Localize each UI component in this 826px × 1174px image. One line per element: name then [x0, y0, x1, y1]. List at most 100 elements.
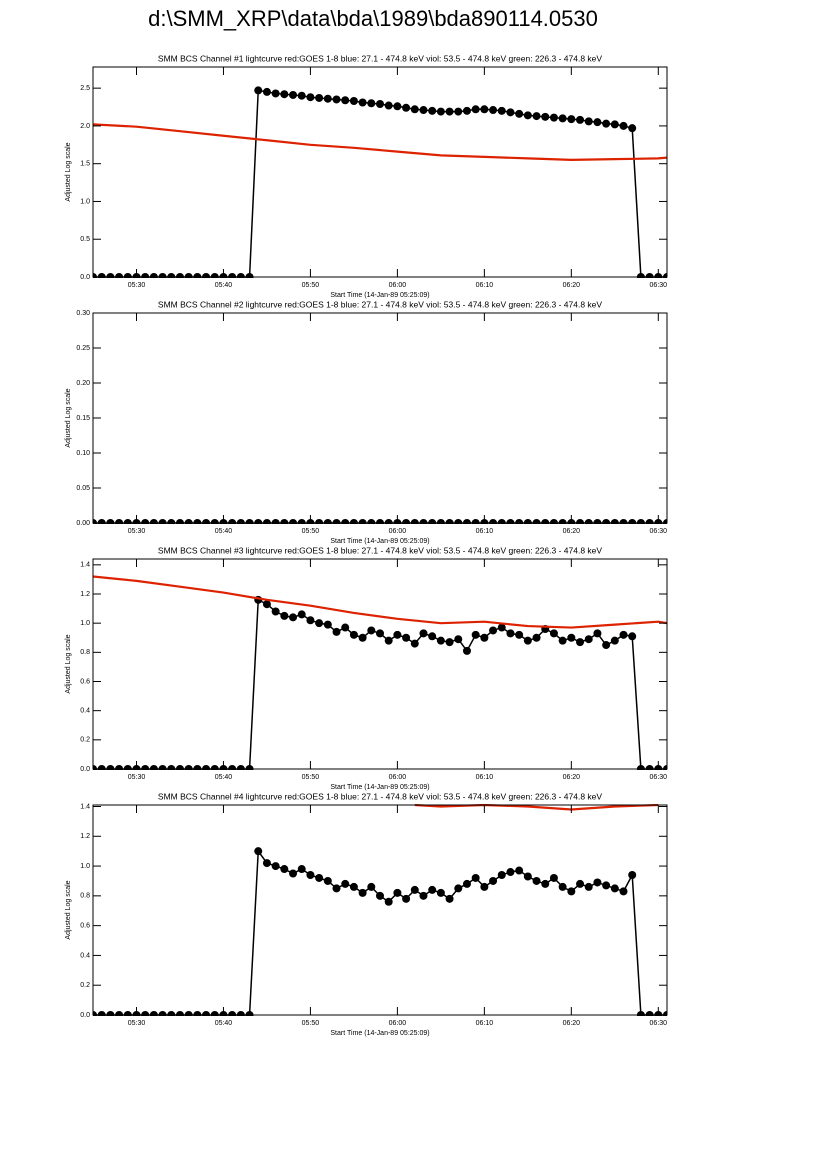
data-point — [480, 633, 489, 642]
y-tick-label: 1.4 — [80, 803, 90, 810]
data-point — [471, 873, 480, 882]
data-point — [306, 93, 315, 102]
data-point — [515, 109, 524, 118]
y-tick-label: 1.0 — [80, 863, 90, 870]
data-point — [384, 897, 393, 906]
data-point — [436, 888, 445, 897]
data-point — [462, 879, 471, 888]
x-tick-label: 05:50 — [302, 1020, 320, 1027]
data-point — [567, 633, 576, 642]
data-point — [593, 629, 602, 638]
x-tick-label: 05:50 — [302, 774, 320, 781]
y-tick-label: 1.5 — [80, 161, 90, 168]
data-point — [523, 872, 532, 881]
x-tick-label: 06:10 — [476, 774, 494, 781]
chart-title: SMM BCS Channel #1 lightcurve red:GOES 1… — [158, 53, 602, 63]
data-point — [367, 882, 376, 891]
series-line — [93, 123, 667, 162]
plot-frame — [92, 558, 668, 770]
data-point — [393, 888, 402, 897]
data-point — [289, 869, 298, 878]
y-axis-label: Adjusted Log scale — [65, 142, 72, 201]
data-point — [358, 888, 367, 897]
data-point — [419, 891, 428, 900]
data-point — [349, 96, 358, 105]
data-point — [358, 633, 367, 642]
data-point — [315, 873, 324, 882]
data-point — [628, 871, 637, 879]
data-point — [410, 105, 419, 114]
y-tick-label: 0.6 — [80, 922, 90, 929]
data-point — [341, 623, 350, 632]
y-tick-label: 1.4 — [80, 562, 90, 569]
data-point — [402, 633, 411, 642]
y-tick-label: 1.0 — [80, 620, 90, 627]
data-point — [376, 629, 384, 638]
x-tick-label: 05:30 — [128, 528, 146, 535]
data-point — [584, 635, 593, 644]
data-point — [280, 90, 289, 99]
x-axis-label: Start Time (14-Jan-89 05:25:09) — [330, 784, 429, 791]
data-point — [619, 887, 628, 896]
data-point — [428, 106, 437, 115]
data-point — [445, 894, 454, 903]
data-point — [558, 114, 567, 123]
data-point — [332, 95, 341, 104]
data-point — [445, 107, 454, 116]
data-point — [549, 113, 558, 122]
data-point — [454, 635, 463, 644]
data-point — [393, 102, 402, 111]
data-point — [410, 639, 419, 648]
data-point — [584, 882, 593, 891]
y-tick-label: 1.2 — [80, 591, 90, 598]
data-point — [436, 636, 445, 645]
y-tick-label: 0.4 — [80, 952, 90, 959]
data-point — [610, 884, 619, 893]
data-point — [323, 876, 332, 885]
data-point — [576, 879, 585, 888]
data-point — [619, 121, 628, 130]
data-point — [523, 111, 532, 120]
data-point — [523, 636, 532, 645]
data-point — [306, 616, 315, 625]
x-tick-label: 05:30 — [128, 1020, 146, 1027]
x-tick-label: 06:00 — [389, 1020, 407, 1027]
data-point — [532, 876, 541, 885]
y-axis-label: Adjusted Log scale — [65, 880, 72, 939]
x-tick-label: 05:40 — [215, 774, 233, 781]
y-tick-label: 0.10 — [76, 450, 90, 457]
data-point — [628, 632, 637, 641]
data-point — [436, 107, 445, 116]
y-tick-label: 0.20 — [76, 380, 90, 387]
y-tick-label: 0.30 — [76, 310, 90, 317]
x-tick-label: 06:30 — [650, 1020, 668, 1027]
x-tick-label: 06:20 — [563, 282, 581, 289]
data-point — [541, 879, 550, 888]
data-point — [593, 118, 602, 127]
data-point — [471, 105, 480, 114]
data-point — [480, 105, 489, 114]
data-point — [271, 89, 280, 98]
chart-title: SMM BCS Channel #4 lightcurve red:GOES 1… — [158, 791, 602, 801]
x-tick-label: 06:10 — [476, 282, 494, 289]
chart-title: SMM BCS Channel #2 lightcurve red:GOES 1… — [158, 299, 602, 309]
y-axis-label: Adjusted Log scale — [65, 634, 72, 693]
data-point — [506, 629, 515, 638]
series-line — [93, 575, 667, 629]
data-point — [497, 871, 506, 879]
data-point — [306, 871, 315, 879]
data-point — [454, 107, 463, 116]
x-tick-label: 06:20 — [563, 774, 581, 781]
x-tick-label: 06:30 — [650, 282, 668, 289]
y-tick-label: 0.8 — [80, 893, 90, 900]
data-point — [410, 885, 419, 894]
data-point — [254, 86, 263, 95]
x-tick-label: 05:30 — [128, 282, 146, 289]
x-tick-label: 06:20 — [563, 1020, 581, 1027]
data-point — [619, 630, 628, 639]
data-point — [445, 638, 454, 647]
data-point — [419, 106, 428, 115]
data-point — [315, 619, 324, 628]
data-point — [280, 865, 289, 874]
y-tick-label: 0.15 — [76, 415, 90, 422]
